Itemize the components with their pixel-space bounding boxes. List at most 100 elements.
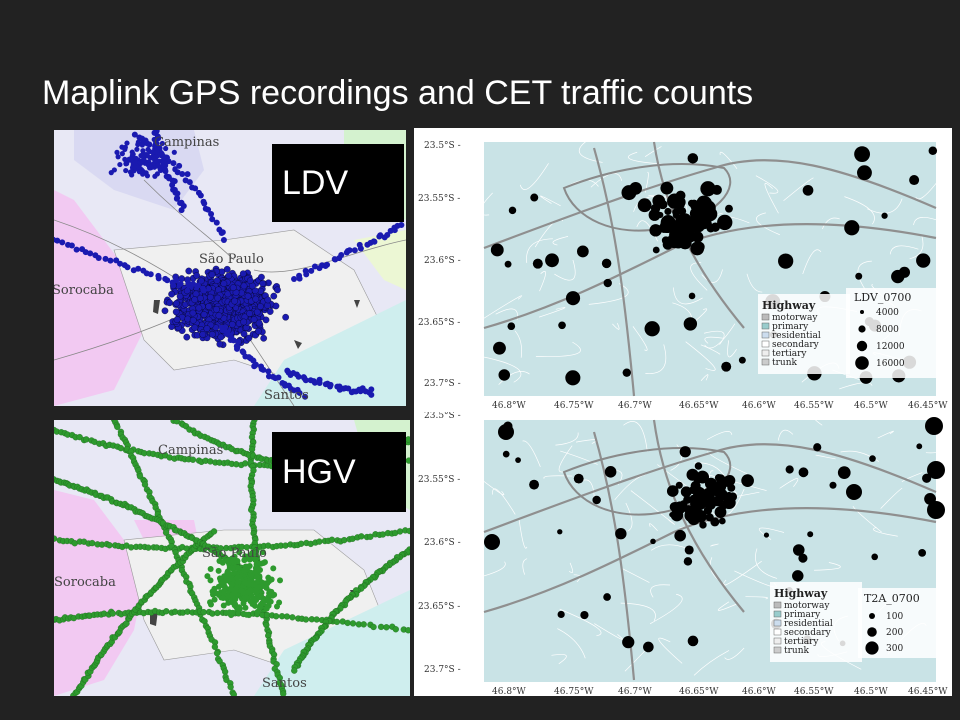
gps-point xyxy=(311,263,318,270)
count-point xyxy=(695,487,702,494)
gps-point xyxy=(117,260,124,267)
gps-point xyxy=(210,528,218,535)
gps-point xyxy=(273,613,280,620)
legend-swatch xyxy=(773,619,782,627)
count-point xyxy=(705,513,714,522)
legend-swatch xyxy=(761,313,770,321)
gps-point xyxy=(327,381,334,388)
count-point xyxy=(508,206,517,215)
count-point xyxy=(922,473,932,483)
gps-point xyxy=(240,318,248,326)
gps-point xyxy=(157,166,163,173)
gps-point xyxy=(146,141,153,148)
y-axis: 23.5°S - 23.55°S - 23.6°S - 23.65°S - 23… xyxy=(418,412,461,675)
size-legend: T2A_0700 100 200 300 xyxy=(864,592,920,655)
gps-point xyxy=(122,146,128,152)
gps-point xyxy=(201,200,208,207)
y-tick: 23.6°S - xyxy=(424,256,461,266)
gps-point xyxy=(240,282,248,290)
count-point xyxy=(565,291,581,306)
gps-point xyxy=(172,189,179,196)
city-label-sao-paulo: São Paulo xyxy=(199,252,264,267)
gps-point xyxy=(54,535,58,542)
gps-point xyxy=(173,316,181,323)
gps-point xyxy=(227,683,234,691)
highway-legend-item: secondary xyxy=(784,628,832,638)
gps-point xyxy=(128,156,135,162)
gps-point xyxy=(169,181,176,188)
count-point xyxy=(687,153,699,164)
gps-point xyxy=(351,247,358,254)
city-label-santos: Santos xyxy=(262,676,307,691)
gps-point xyxy=(136,169,142,175)
count-point xyxy=(637,198,652,213)
gps-point xyxy=(199,331,207,338)
ldv-counts-map: 23.5°S - 23.55°S - 23.6°S - 23.65°S - 23… xyxy=(414,128,952,412)
legend-swatch xyxy=(773,628,782,636)
count-point xyxy=(855,272,863,280)
count-point xyxy=(679,222,695,238)
gps-point xyxy=(230,691,237,696)
gps-point xyxy=(200,609,207,616)
gps-point xyxy=(370,623,377,631)
gps-point xyxy=(261,559,268,566)
gps-point xyxy=(173,277,180,284)
gps-point xyxy=(225,559,232,566)
gps-point xyxy=(115,154,121,160)
count-point xyxy=(792,544,805,556)
count-point xyxy=(502,450,510,458)
count-point xyxy=(704,212,714,222)
gps-point xyxy=(213,305,220,313)
gps-point xyxy=(207,566,214,573)
gps-point xyxy=(236,604,243,611)
count-point xyxy=(718,517,726,525)
count-point xyxy=(909,175,920,186)
count-point xyxy=(696,208,704,216)
gps-point xyxy=(259,549,266,556)
legend-swatch xyxy=(761,331,770,339)
size-legend-item: 8000 xyxy=(876,325,899,335)
count-point xyxy=(679,446,691,458)
gps-point xyxy=(189,316,197,324)
gps-point xyxy=(223,265,231,273)
count-point xyxy=(664,207,672,216)
highway-legend-item: trunk xyxy=(772,358,798,368)
gps-point xyxy=(153,158,160,164)
count-point xyxy=(713,485,726,498)
legend-size-dot xyxy=(860,310,864,314)
gps-point xyxy=(229,284,237,291)
gps-point xyxy=(129,172,135,178)
x-tick: 46.45°W xyxy=(908,401,948,411)
gps-point xyxy=(183,333,191,341)
gps-point xyxy=(209,591,216,598)
count-point xyxy=(813,443,822,452)
city-label-sorocaba: Sorocaba xyxy=(54,575,116,590)
highway-legend-item: primary xyxy=(772,322,809,332)
gps-point xyxy=(155,275,162,282)
count-point xyxy=(650,203,661,214)
count-point xyxy=(717,214,733,231)
city-label-sorocaba: Sorocaba xyxy=(54,283,114,298)
count-point xyxy=(622,636,635,649)
gps-point xyxy=(59,239,66,246)
gps-point xyxy=(192,290,200,298)
gps-point xyxy=(275,374,282,381)
gps-point xyxy=(152,173,158,179)
gps-point xyxy=(316,379,323,386)
count-point xyxy=(692,231,704,243)
gps-point xyxy=(213,219,220,226)
gps-point xyxy=(139,142,145,148)
count-point xyxy=(844,220,860,236)
count-point xyxy=(507,322,516,331)
highway-legend-item: residential xyxy=(784,619,833,629)
gps-point xyxy=(211,643,219,651)
count-point xyxy=(615,528,627,540)
gps-point xyxy=(406,527,410,535)
gps-point xyxy=(297,540,305,547)
count-point xyxy=(670,508,684,522)
gps-point xyxy=(311,379,318,386)
x-tick: 46.7°W xyxy=(618,687,653,696)
y-tick: 23.7°S - xyxy=(424,665,461,675)
count-point xyxy=(680,486,692,498)
gps-point xyxy=(176,162,183,169)
